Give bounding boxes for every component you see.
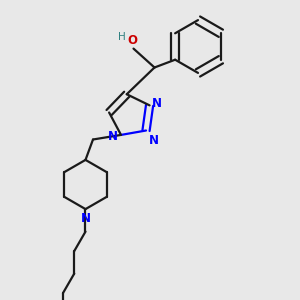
Text: N: N [148, 134, 158, 146]
Text: N: N [152, 98, 162, 110]
Text: N: N [108, 130, 118, 143]
Text: N: N [80, 212, 91, 224]
Text: H: H [118, 32, 126, 42]
Text: O: O [127, 34, 137, 47]
